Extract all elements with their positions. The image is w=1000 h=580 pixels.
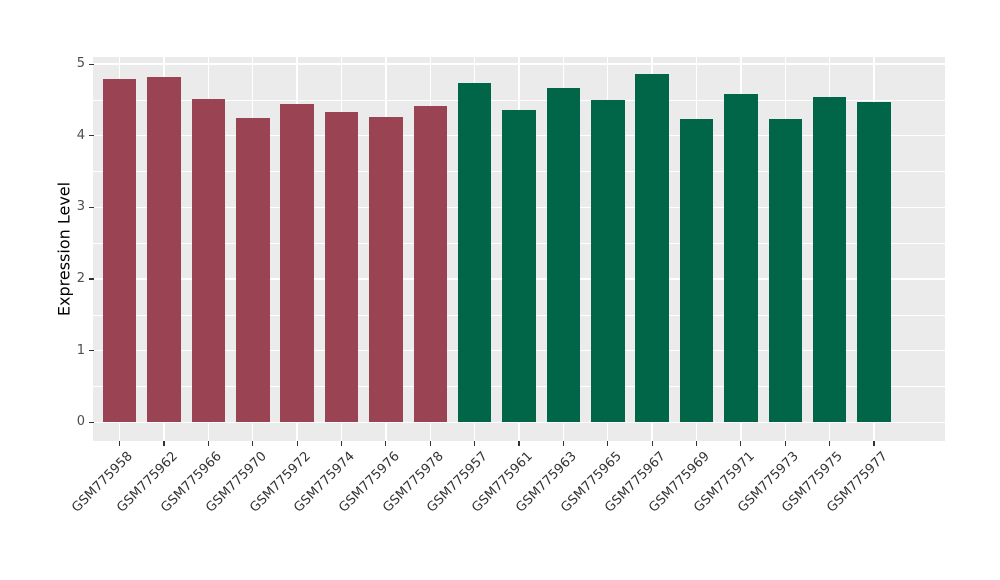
bar bbox=[236, 117, 270, 423]
bar bbox=[591, 99, 625, 423]
y-tick bbox=[89, 206, 94, 209]
x-tick bbox=[207, 441, 209, 446]
y-tick-label: 1 bbox=[76, 342, 85, 358]
bar bbox=[280, 103, 314, 423]
x-tick bbox=[784, 441, 786, 446]
bar bbox=[768, 118, 802, 423]
x-tick bbox=[340, 441, 343, 446]
x-tick bbox=[562, 441, 564, 446]
x-tick bbox=[296, 441, 298, 446]
x-tick bbox=[740, 441, 742, 446]
bar bbox=[812, 97, 847, 423]
bar bbox=[102, 79, 137, 423]
bar bbox=[635, 74, 669, 423]
bar bbox=[413, 105, 447, 423]
y-tick-label: 4 bbox=[76, 127, 85, 143]
x-tick bbox=[429, 441, 431, 446]
x-tick bbox=[163, 441, 165, 446]
x-tick bbox=[518, 441, 520, 446]
chart-panel bbox=[93, 57, 945, 441]
y-tick bbox=[89, 421, 94, 423]
y-tick bbox=[89, 63, 94, 65]
x-tick bbox=[385, 441, 387, 446]
bar bbox=[147, 77, 181, 423]
x-tick bbox=[474, 441, 476, 446]
bar bbox=[546, 87, 581, 423]
bar bbox=[324, 112, 359, 423]
x-tick bbox=[651, 441, 653, 446]
bar bbox=[457, 82, 492, 423]
y-tick-label: 0 bbox=[76, 414, 85, 430]
y-tick bbox=[89, 350, 94, 352]
y-tick-label: 2 bbox=[76, 271, 85, 287]
x-tick bbox=[252, 441, 254, 446]
y-tick bbox=[89, 135, 94, 137]
y-tick-label: 3 bbox=[76, 199, 85, 215]
x-tick bbox=[119, 441, 121, 446]
bar bbox=[724, 94, 758, 423]
bar bbox=[191, 99, 226, 423]
x-tick bbox=[695, 441, 698, 446]
bar bbox=[857, 102, 891, 423]
bar bbox=[502, 110, 536, 423]
x-tick bbox=[607, 441, 609, 446]
y-tick bbox=[89, 278, 94, 280]
x-tick bbox=[873, 441, 875, 446]
bar bbox=[679, 119, 714, 423]
x-tick bbox=[829, 441, 831, 446]
y-tick-label: 5 bbox=[76, 56, 85, 72]
bar bbox=[369, 117, 403, 423]
